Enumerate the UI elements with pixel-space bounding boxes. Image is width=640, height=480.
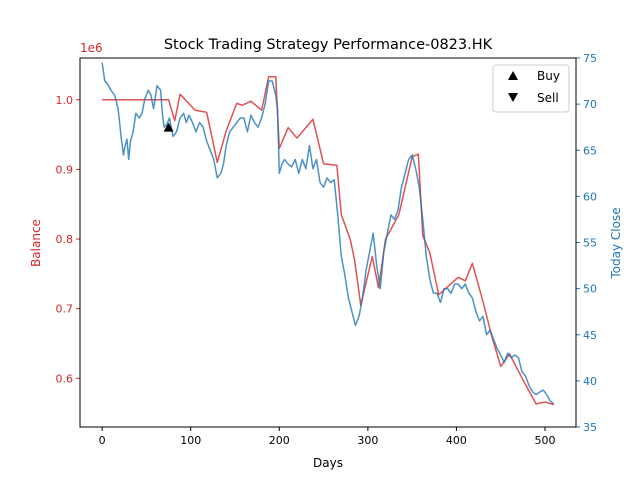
series-layer xyxy=(101,62,555,406)
x-tick-label: 100 xyxy=(180,434,201,447)
x-axis-label: Days xyxy=(313,456,343,470)
left-tick-label: 0.7 xyxy=(56,303,74,316)
buy-marker xyxy=(163,122,174,132)
left-tick-label: 0.8 xyxy=(56,233,74,246)
right-tick-label: 65 xyxy=(583,144,597,157)
right-tick-label: 75 xyxy=(583,52,597,65)
legend: Buy Sell xyxy=(492,64,570,113)
right-axis-label: Today Close xyxy=(609,207,623,279)
right-tick-label: 60 xyxy=(583,190,597,203)
today-close-line xyxy=(101,62,555,405)
right-tick-label: 50 xyxy=(583,283,597,296)
legend-buy-marker xyxy=(508,71,518,80)
balance-line xyxy=(102,76,555,406)
right-axis-ticks: 35 40 45 50 55 60 65 70 75 xyxy=(576,52,597,434)
x-tick-label: 500 xyxy=(535,434,556,447)
legend-sell-marker xyxy=(508,93,518,102)
left-tick-label: 0.6 xyxy=(56,372,74,385)
marker-layer xyxy=(163,122,174,132)
legend-buy-label: Buy xyxy=(537,69,560,83)
x-tick-label: 0 xyxy=(99,434,106,447)
x-tick-label: 400 xyxy=(446,434,467,447)
left-tick-label: 0.9 xyxy=(56,163,74,176)
right-tick-label: 40 xyxy=(583,375,597,388)
right-tick-label: 55 xyxy=(583,237,597,250)
right-tick-label: 45 xyxy=(583,329,597,342)
left-axis-label: Balance xyxy=(29,219,43,267)
x-axis-ticks: 0 100 200 300 400 500 xyxy=(99,427,556,447)
left-axis-ticks: 0.6 0.7 0.8 0.9 1.0 xyxy=(56,94,80,385)
chart-title: Stock Trading Strategy Performance-0823.… xyxy=(164,37,493,53)
left-tick-label: 1.0 xyxy=(56,94,74,107)
right-tick-label: 70 xyxy=(583,98,597,111)
left-offset-text: 1e6 xyxy=(80,41,103,55)
x-tick-label: 300 xyxy=(357,434,378,447)
right-tick-label: 35 xyxy=(583,421,597,434)
x-tick-label: 200 xyxy=(269,434,290,447)
legend-sell-label: Sell xyxy=(537,91,559,105)
plot-frame xyxy=(79,57,577,428)
